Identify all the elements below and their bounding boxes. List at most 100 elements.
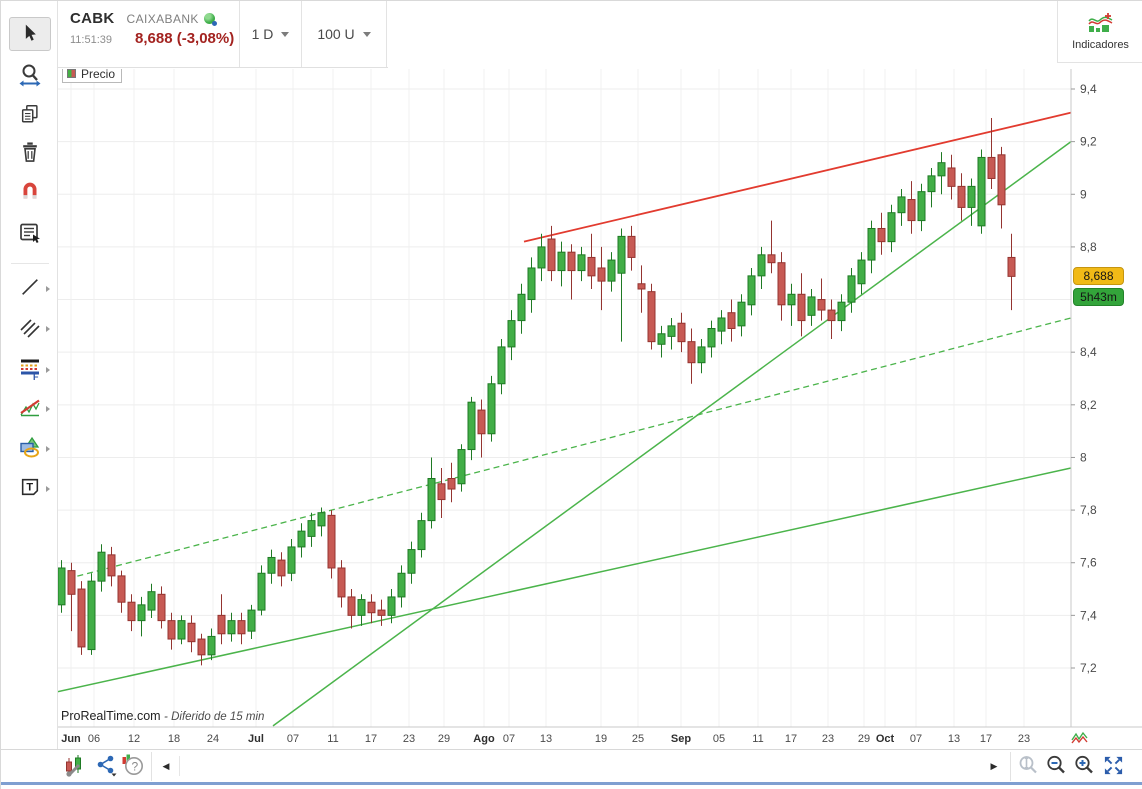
candle-countdown-badge: 5h43m <box>1073 288 1124 306</box>
candle <box>87 573 96 655</box>
candle <box>897 189 906 226</box>
trendline-support-steep-green[interactable] <box>272 141 1072 727</box>
horizontal-zoom-tool-button[interactable] <box>9 59 51 93</box>
zoom-out-button[interactable] <box>1043 754 1069 779</box>
help-button[interactable]: ? <box>120 754 146 779</box>
candle <box>967 178 976 226</box>
magnet-tool-button[interactable] <box>9 175 51 209</box>
svg-text:T: T <box>26 481 33 493</box>
header-underline <box>58 67 388 68</box>
candlestick-series-icon <box>67 69 76 78</box>
chevron-down-icon <box>362 31 371 37</box>
candle <box>617 228 626 342</box>
svg-text:F: F <box>33 372 39 380</box>
candle <box>687 328 696 384</box>
shapes-tool-button[interactable] <box>9 431 51 465</box>
y-axis-label: 7,6 <box>1080 556 1097 570</box>
candle <box>817 278 826 321</box>
timeframe-dropdown[interactable]: 1 D <box>240 1 301 67</box>
x-axis-label: Jul <box>248 733 264 745</box>
zoom-fit-button[interactable] <box>1015 754 1041 779</box>
candle <box>827 299 836 340</box>
footer-separator <box>151 752 152 781</box>
delay-note: Diferido de 15 min <box>171 711 265 723</box>
candle <box>407 541 416 584</box>
share-button[interactable] <box>93 754 119 779</box>
candle <box>537 233 546 282</box>
cursor-tool-button[interactable] <box>9 17 51 51</box>
trendline-channel-dashed-green[interactable] <box>58 317 1072 582</box>
candle <box>177 615 186 645</box>
candle <box>447 462 456 503</box>
notes-list-icon <box>18 221 42 248</box>
flyout-arrow-icon <box>46 446 50 452</box>
fibonacci-tool-button[interactable]: F <box>9 352 51 386</box>
x-axis-label: 11 <box>327 733 338 745</box>
units-value: 100 U <box>317 26 355 42</box>
candle <box>487 375 496 442</box>
fullscreen-button[interactable] <box>1100 754 1126 779</box>
copy-tool-button[interactable] <box>9 98 51 132</box>
symbol-ticker: CABK <box>70 10 115 27</box>
line-tool-button[interactable] <box>9 271 51 305</box>
candle <box>917 183 926 232</box>
x-axis-label: Ago <box>473 733 495 745</box>
fibonacci-icon: F <box>18 356 42 383</box>
candle <box>497 339 506 395</box>
trendline-resistance-red[interactable] <box>523 111 1072 243</box>
candle <box>727 299 736 342</box>
candle <box>267 549 276 584</box>
flyout-arrow-icon <box>46 286 50 292</box>
zoom-in-icon <box>1073 754 1096 780</box>
candle <box>207 628 216 661</box>
notes-tool-button[interactable] <box>9 217 51 251</box>
candle <box>657 325 666 358</box>
price-chart[interactable]: 9,4 9,2 9 8,8 8,4 8,2 8 7,8 7,6 7,4 7,2 Jun 06 12 18 24… <box>58 69 1142 749</box>
parallel-lines-icon <box>18 315 42 342</box>
delete-tool-button[interactable] <box>9 136 51 170</box>
candle <box>127 594 136 632</box>
quote-time: 11:51:39 <box>70 34 113 46</box>
series-label: Precio <box>81 66 116 81</box>
scroll-left-button[interactable]: ◀ <box>156 754 176 779</box>
candle <box>987 117 996 190</box>
candle <box>587 233 596 290</box>
candle <box>697 339 706 374</box>
text-tool-button[interactable]: T <box>9 471 51 505</box>
x-axis-label: 05 <box>713 733 725 745</box>
trendline-support-shallow-green[interactable] <box>58 467 1072 693</box>
y-axis-label: 8,4 <box>1080 345 1097 359</box>
header-separator <box>301 1 302 67</box>
candle <box>517 283 526 334</box>
candle <box>327 510 336 579</box>
candle <box>187 615 196 653</box>
candle <box>627 225 636 271</box>
fullscreen-icon <box>1103 755 1124 779</box>
x-axis-label: Jun <box>61 733 81 745</box>
flyout-arrow-icon <box>46 486 50 492</box>
candle <box>787 283 796 326</box>
y-axis-label: 9,4 <box>1080 82 1097 96</box>
symbol-name: CAIXABANK <box>126 11 199 26</box>
candle <box>237 612 246 645</box>
candle <box>307 512 316 547</box>
candle <box>607 252 616 292</box>
chart-settings-button[interactable] <box>62 754 88 779</box>
drawing-toolbar: F <box>1 1 58 749</box>
candle <box>767 220 776 274</box>
x-axis-label: Oct <box>876 733 895 745</box>
indicators-button[interactable]: Indicadores <box>1057 1 1142 63</box>
fan-lines-tool-button[interactable] <box>9 391 51 425</box>
candle <box>167 612 176 650</box>
candle <box>547 225 556 282</box>
parallel-lines-tool-button[interactable] <box>9 311 51 345</box>
candle <box>757 246 766 290</box>
x-axis-label: Sep <box>671 733 691 745</box>
scroll-right-button[interactable]: ▶ <box>984 754 1004 779</box>
units-dropdown[interactable]: 100 U <box>302 1 386 67</box>
candle <box>467 396 476 461</box>
candle <box>1007 233 1016 311</box>
flyout-arrow-icon <box>46 367 50 373</box>
zoom-in-button[interactable] <box>1071 754 1097 779</box>
candle <box>297 523 306 558</box>
